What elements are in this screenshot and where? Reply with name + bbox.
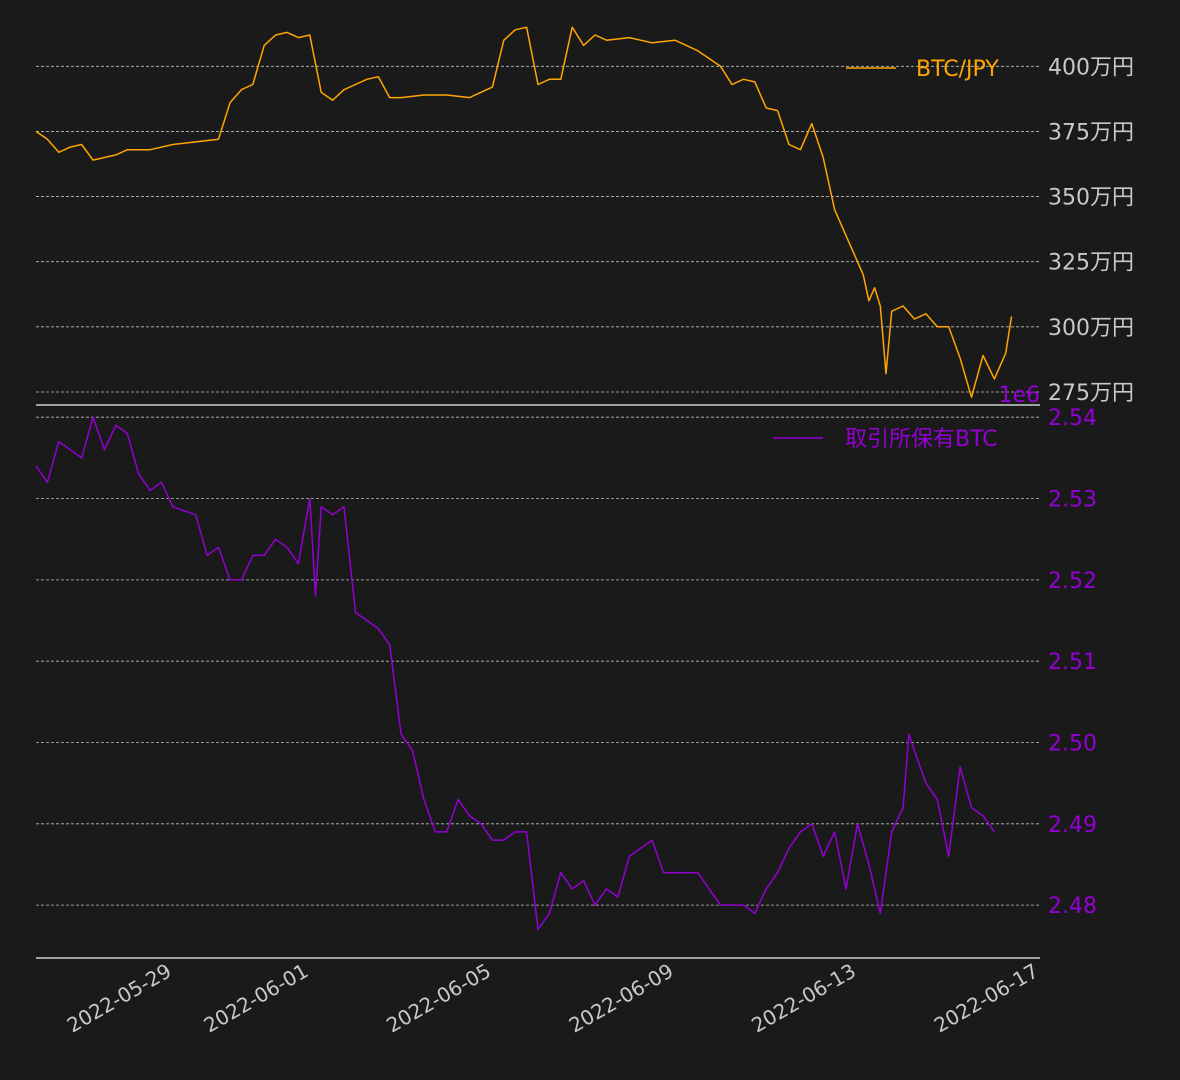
top-ytick-label: 350万円 bbox=[1048, 186, 1134, 211]
bottom-ytick-label: 2.48 bbox=[1048, 894, 1097, 919]
series-layer bbox=[35, 26, 1013, 931]
xtick-label: 2022-06-01 bbox=[200, 959, 313, 1038]
bottom-ytick-label: 2.54 bbox=[1048, 406, 1097, 431]
xtick-label: 2022-06-13 bbox=[747, 959, 860, 1038]
xtick-label: 2022-06-05 bbox=[382, 959, 495, 1038]
top-ytick-label: 300万円 bbox=[1048, 316, 1134, 341]
bottom-ytick-label: 2.50 bbox=[1048, 731, 1097, 756]
legend-top: BTC/JPY bbox=[846, 57, 999, 82]
grid-layer bbox=[36, 65, 1040, 906]
y-offset-label: 1e6 bbox=[998, 383, 1040, 408]
legend-top-label: BTC/JPY bbox=[916, 57, 999, 82]
bottom-ytick-label: 2.52 bbox=[1048, 569, 1097, 594]
top-ytick-label: 325万円 bbox=[1048, 251, 1134, 276]
legend-bottom-label: 取引所保有BTC bbox=[845, 427, 998, 452]
top-ytick-label: 400万円 bbox=[1048, 55, 1134, 80]
bottom-ytick-label: 2.51 bbox=[1048, 650, 1097, 675]
top-ytick-label: 375万円 bbox=[1048, 120, 1134, 145]
bottom-series-line bbox=[35, 416, 996, 931]
top-series-line bbox=[35, 26, 1013, 398]
bottom-ytick-label: 2.53 bbox=[1048, 488, 1097, 513]
legend-bottom: 取引所保有BTC bbox=[773, 427, 998, 452]
bottom-ytick-label: 2.49 bbox=[1048, 813, 1097, 838]
xtick-label: 2022-06-17 bbox=[930, 959, 1043, 1038]
top-ytick-label: 275万円 bbox=[1048, 381, 1134, 406]
xtick-label: 2022-06-09 bbox=[565, 959, 678, 1038]
xtick-label: 2022-05-29 bbox=[63, 959, 176, 1038]
